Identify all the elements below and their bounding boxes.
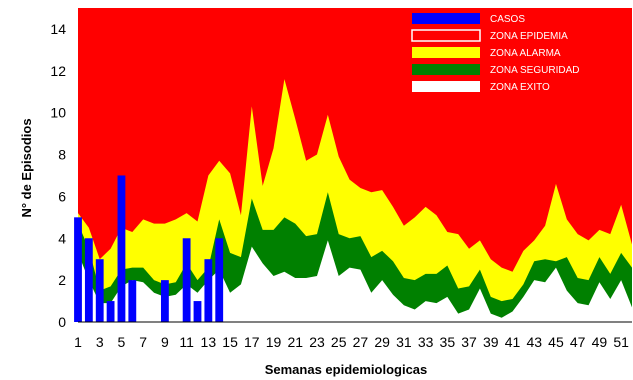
x-tick-label: 7 bbox=[139, 334, 147, 350]
legend-swatch-seguridad bbox=[412, 64, 480, 75]
legend-swatch-casos bbox=[412, 13, 480, 24]
x-tick-label: 13 bbox=[201, 334, 217, 350]
y-tick-label: 8 bbox=[58, 147, 66, 163]
y-tick-label: 2 bbox=[58, 272, 66, 288]
x-tick-label: 51 bbox=[613, 334, 629, 350]
x-tick-label: 49 bbox=[592, 334, 608, 350]
x-axis-title: Semanas epidemiologicas bbox=[265, 362, 428, 377]
x-tick-label: 33 bbox=[418, 334, 434, 350]
x-tick-label: 25 bbox=[331, 334, 347, 350]
casos-bar bbox=[204, 259, 213, 322]
x-tick-label: 31 bbox=[396, 334, 412, 350]
casos-bar bbox=[128, 280, 137, 322]
x-tick-label: 41 bbox=[505, 334, 521, 350]
plot-area bbox=[74, 8, 632, 322]
casos-bar bbox=[160, 280, 169, 322]
x-tick-label: 21 bbox=[287, 334, 303, 350]
x-tick-label: 35 bbox=[440, 334, 456, 350]
y-tick-label: 4 bbox=[58, 230, 66, 246]
casos-bar bbox=[215, 238, 224, 322]
legend-label-seguridad: ZONA SEGURIDAD bbox=[490, 65, 579, 76]
casos-bar bbox=[74, 217, 82, 322]
x-tick-label: 23 bbox=[309, 334, 325, 350]
legend-swatch-exito bbox=[412, 81, 480, 92]
y-tick-label: 12 bbox=[50, 63, 66, 79]
legend-label-alarma: ZONA ALARMA bbox=[490, 48, 561, 59]
x-tick-label: 17 bbox=[244, 334, 260, 350]
x-tick-label: 11 bbox=[179, 334, 194, 350]
y-tick-label: 0 bbox=[58, 314, 66, 330]
casos-bar bbox=[84, 238, 93, 322]
y-axis-title: N° de Episodios bbox=[19, 118, 34, 217]
legend-label-exito: ZONA EXITO bbox=[490, 82, 550, 93]
legend-swatch-alarma bbox=[412, 47, 480, 58]
legend-label-epidemia: ZONA EPIDEMIA bbox=[490, 31, 568, 42]
legend: CASOS ZONA EPIDEMIA ZONA ALARMA ZONA SEGURI… bbox=[411, 13, 579, 93]
x-tick-label: 47 bbox=[570, 334, 586, 350]
y-tick-label: 6 bbox=[58, 188, 66, 204]
x-tick-label: 1 bbox=[74, 334, 82, 350]
x-axis-ticks: 1 3 5 7 9 11 13 15 17 19 21 23 25 27 29 31 33 35 37 39 41 43 4… bbox=[74, 334, 629, 350]
x-tick-label: 15 bbox=[222, 334, 238, 350]
y-tick-label: 10 bbox=[50, 105, 66, 121]
x-tick-label: 39 bbox=[483, 334, 499, 350]
legend-label-casos: CASOS bbox=[490, 14, 525, 25]
x-tick-label: 45 bbox=[548, 334, 564, 350]
x-tick-label: 37 bbox=[461, 334, 477, 350]
casos-bar bbox=[193, 301, 202, 322]
casos-bar bbox=[95, 259, 104, 322]
casos-bars bbox=[74, 175, 224, 322]
x-tick-label: 5 bbox=[118, 334, 126, 350]
y-tick-label: 14 bbox=[50, 21, 66, 37]
casos-bar bbox=[182, 238, 191, 322]
x-tick-label: 19 bbox=[266, 334, 282, 350]
x-tick-label: 29 bbox=[374, 334, 390, 350]
x-tick-label: 27 bbox=[353, 334, 369, 350]
x-tick-label: 9 bbox=[161, 334, 169, 350]
legend-swatch-epidemia bbox=[411, 29, 481, 42]
x-tick-label: 3 bbox=[96, 334, 104, 350]
x-tick-label: 43 bbox=[526, 334, 542, 350]
casos-bar bbox=[117, 175, 126, 322]
y-axis-ticks: 0 2 4 6 8 10 12 14 bbox=[50, 21, 66, 330]
casos-bar bbox=[106, 301, 115, 322]
